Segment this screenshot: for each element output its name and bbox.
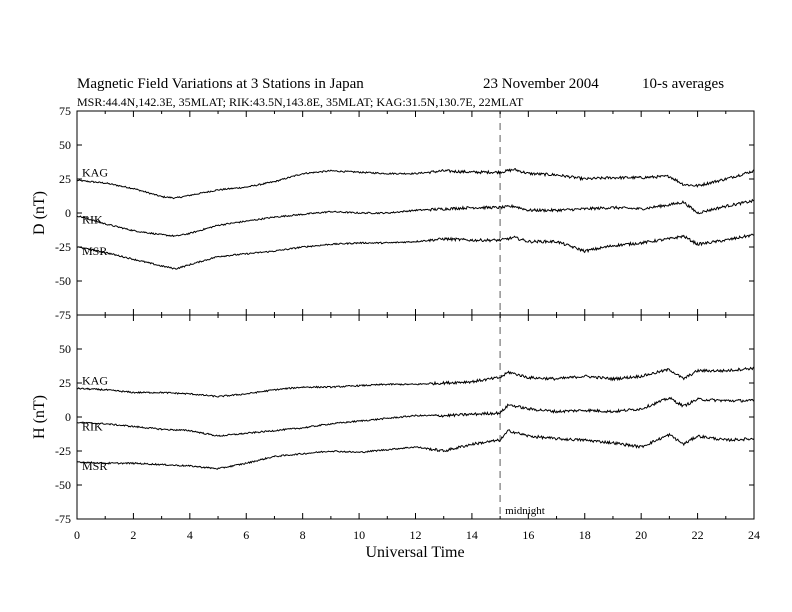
stations-info: MSR:44.4N,142.3E, 35MLAT; RIK:43.5N,143.… <box>77 95 524 109</box>
station-label-msr: MSR <box>82 459 107 473</box>
trace-1-rik <box>76 396 755 438</box>
trace-0-rik <box>76 198 755 238</box>
ytick-label: -50 <box>55 478 71 492</box>
ytick-label: 25 <box>59 172 71 186</box>
ytick-label: 25 <box>59 376 71 390</box>
ytick-label: 0 <box>65 206 71 220</box>
station-label-rik: RIK <box>82 419 103 433</box>
xtick-label: 18 <box>579 528 591 542</box>
xtick-label: 0 <box>74 528 80 542</box>
x-axis-label: Universal Time <box>365 544 464 561</box>
xtick-label: 8 <box>300 528 306 542</box>
xtick-label: 14 <box>466 528 478 542</box>
xtick-label: 2 <box>130 528 136 542</box>
ytick-label: -25 <box>55 240 71 254</box>
ytick-label: 50 <box>59 342 71 356</box>
station-label-kag: KAG <box>82 165 108 179</box>
ytick-label: -50 <box>55 274 71 288</box>
ytick-label: -75 <box>55 308 71 322</box>
d-panel-ylabel: D (nT) <box>31 191 48 235</box>
trace-0-kag <box>76 168 755 200</box>
trace-0-msr <box>76 233 755 270</box>
station-label-kag: KAG <box>82 373 108 387</box>
chart-date: 23 November 2004 <box>483 76 599 92</box>
chart-title: Magnetic Field Variations at 3 Stations … <box>77 76 364 92</box>
xtick-label: 16 <box>522 528 534 542</box>
xtick-label: 6 <box>243 528 249 542</box>
trace-1-kag <box>77 366 755 398</box>
ytick-label: -25 <box>55 444 71 458</box>
h-panel-ylabel: H (nT) <box>31 395 48 439</box>
station-label-msr: MSR <box>82 244 107 258</box>
xtick-label: 12 <box>410 528 422 542</box>
xtick-label: 20 <box>635 528 647 542</box>
ytick-label: 50 <box>59 138 71 152</box>
xtick-label: 10 <box>353 528 365 542</box>
averaging-label: 10-s averages <box>642 76 724 92</box>
midnight-annotation: midnight <box>505 505 545 517</box>
xtick-label: 4 <box>187 528 193 542</box>
xtick-label: 24 <box>748 528 760 542</box>
xtick-label: 22 <box>692 528 704 542</box>
ytick-label: -75 <box>55 512 71 526</box>
trace-1-msr <box>76 429 755 470</box>
ytick-label: 75 <box>59 104 71 118</box>
station-traces: KAG RIK MSR KAG RIK MSR <box>76 165 755 473</box>
ytick-label: 0 <box>65 410 71 424</box>
station-label-rik: RIK <box>82 213 103 227</box>
